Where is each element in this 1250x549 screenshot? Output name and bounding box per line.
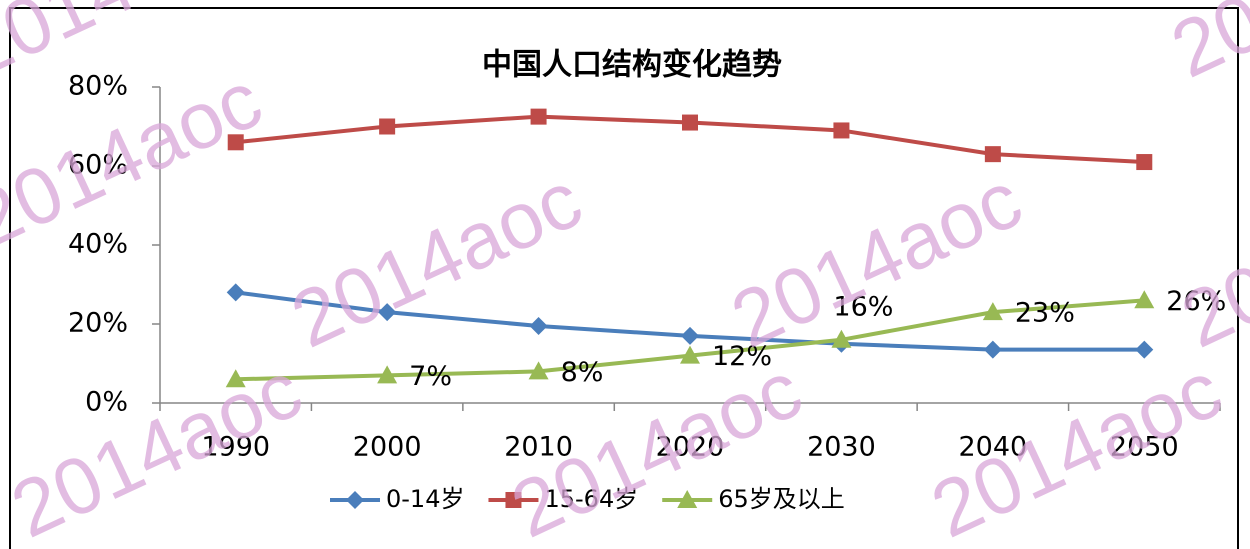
data-label: 8% <box>561 357 604 388</box>
data-label: 23% <box>1015 298 1075 329</box>
x-tick-label: 2000 <box>353 432 422 463</box>
legend-label: 0-14岁 <box>386 485 464 513</box>
y-tick-label: 80% <box>68 71 128 102</box>
marker <box>379 119 395 135</box>
y-tick-label: 20% <box>68 308 128 339</box>
marker <box>833 122 849 138</box>
legend-label: 65岁及以上 <box>718 485 845 513</box>
marker <box>1136 154 1152 170</box>
data-label: 7% <box>409 361 452 392</box>
y-tick-label: 40% <box>68 229 128 260</box>
y-tick-label: 0% <box>85 387 128 418</box>
marker <box>682 115 698 131</box>
chart-title: 中国人口结构变化趋势 <box>482 48 782 83</box>
chart: 中国人口结构变化趋势 0%20%40%60%80%199020002010202… <box>0 0 1250 549</box>
marker <box>531 109 547 125</box>
x-tick-label: 2030 <box>807 432 876 463</box>
